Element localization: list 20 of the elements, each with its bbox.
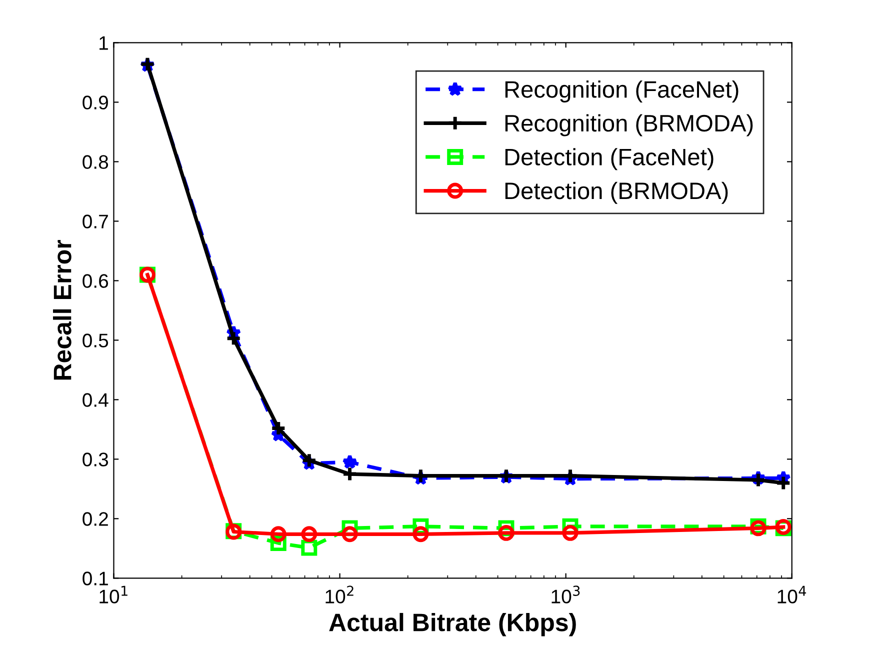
y-tick-label: 0.1 [82, 572, 108, 586]
y-tick-label: 1 [100, 36, 108, 50]
x-tick-label: 10$^{2}$ [326, 586, 354, 604]
y-tick-label: 0.2 [82, 512, 108, 526]
y-tick-label: 0.6 [82, 274, 108, 288]
y-tick-label: 0.4 [82, 393, 108, 407]
y-tick-label: 0.3 [82, 452, 108, 466]
legend-label: Detection (FaceNet) [505, 148, 714, 170]
y-axis-title: Recall Error [53, 240, 72, 380]
legend-label: Recognition (FaceNet) [505, 80, 738, 102]
legend-label: Recognition (BRMODA) [505, 114, 753, 136]
legend-label: Detection (BRMODA) [505, 182, 728, 204]
x-tick-label: 10$^{4}$ [778, 586, 806, 604]
y-tick-label: 0.9 [82, 96, 108, 110]
y-tick-label: 0.8 [82, 155, 108, 169]
y-tick-label: 0.5 [82, 334, 108, 348]
y-tick-label: 0.7 [82, 214, 108, 228]
x-tick-label: 10$^{3}$ [552, 586, 580, 604]
x-axis-title: Actual Bitrate (Kbps) [329, 612, 576, 636]
x-tick-label: 10$^{1}$ [100, 586, 128, 604]
